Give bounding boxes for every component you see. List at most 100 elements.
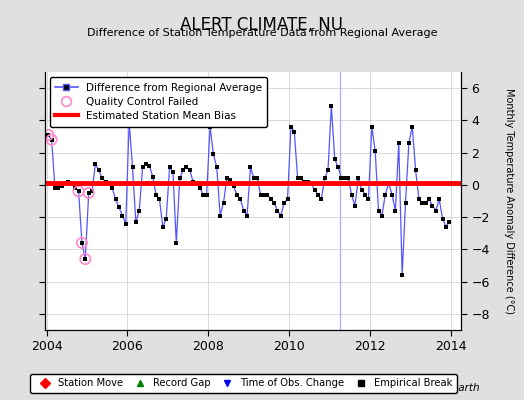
Point: [439, 216, 447, 222]
Point: [267, 196, 275, 202]
Point: [415, 196, 423, 202]
Point: [280, 200, 288, 206]
Point: [344, 175, 353, 182]
Point: [78, 240, 86, 246]
Point: [108, 185, 116, 191]
Point: [64, 178, 73, 185]
Point: [105, 180, 113, 186]
Point: [287, 124, 295, 130]
Point: [209, 151, 217, 158]
Point: [192, 180, 201, 186]
Legend: Difference from Regional Average, Quality Control Failed, Estimated Station Mean: Difference from Regional Average, Qualit…: [50, 77, 267, 127]
Point: [155, 196, 163, 202]
Point: [135, 208, 144, 214]
Point: [418, 200, 427, 206]
Point: [324, 167, 332, 174]
Point: [361, 191, 369, 198]
Point: [239, 208, 248, 214]
Point: [81, 256, 90, 262]
Point: [314, 191, 322, 198]
Point: [405, 140, 413, 146]
Point: [230, 183, 238, 190]
Point: [442, 224, 450, 230]
Point: [378, 212, 386, 219]
Point: [233, 191, 241, 198]
Point: [297, 175, 305, 182]
Point: [98, 175, 106, 182]
Point: [176, 175, 184, 182]
Point: [408, 124, 417, 130]
Point: [357, 186, 366, 193]
Point: [88, 188, 96, 194]
Point: [341, 175, 349, 182]
Point: [145, 162, 154, 169]
Point: [347, 191, 356, 198]
Point: [182, 164, 191, 170]
Point: [290, 128, 299, 135]
Point: [321, 175, 329, 182]
Point: [371, 148, 379, 154]
Point: [435, 196, 443, 202]
Point: [401, 200, 410, 206]
Point: [61, 180, 69, 186]
Point: [179, 167, 187, 174]
Point: [84, 190, 93, 196]
Point: [445, 219, 453, 225]
Point: [216, 212, 224, 219]
Point: [142, 161, 150, 167]
Point: [236, 196, 245, 202]
Point: [122, 220, 130, 227]
Point: [395, 140, 403, 146]
Point: [172, 240, 180, 246]
Point: [425, 196, 433, 202]
Point: [125, 119, 133, 125]
Point: [132, 219, 140, 225]
Y-axis label: Monthly Temperature Anomaly Difference (°C): Monthly Temperature Anomaly Difference (…: [504, 88, 514, 314]
Point: [159, 224, 167, 230]
Point: [138, 164, 147, 170]
Point: [84, 190, 93, 196]
Point: [385, 180, 393, 186]
Point: [300, 178, 309, 185]
Point: [310, 186, 319, 193]
Point: [115, 204, 123, 211]
Point: [432, 208, 440, 214]
Point: [128, 164, 137, 170]
Point: [118, 212, 127, 219]
Point: [411, 167, 420, 174]
Point: [351, 203, 359, 209]
Point: [388, 191, 396, 198]
Point: [398, 272, 406, 278]
Point: [253, 175, 261, 182]
Point: [169, 169, 177, 175]
Point: [293, 175, 302, 182]
Point: [48, 136, 56, 143]
Point: [256, 191, 265, 198]
Point: [391, 208, 400, 214]
Point: [185, 167, 194, 174]
Point: [152, 191, 160, 198]
Point: [260, 191, 268, 198]
Point: [243, 212, 252, 219]
Point: [148, 174, 157, 180]
Point: [91, 161, 100, 167]
Point: [71, 185, 80, 191]
Point: [277, 212, 285, 219]
Text: Berkeley Earth: Berkeley Earth: [403, 383, 479, 393]
Point: [381, 191, 389, 198]
Point: [303, 178, 312, 185]
Point: [428, 203, 436, 209]
Point: [162, 216, 170, 222]
Point: [421, 200, 430, 206]
Point: [81, 256, 90, 262]
Point: [44, 132, 52, 138]
Point: [196, 185, 204, 191]
Point: [206, 124, 214, 130]
Point: [44, 132, 52, 138]
Point: [307, 180, 315, 186]
Point: [283, 196, 292, 202]
Point: [273, 208, 281, 214]
Point: [364, 196, 373, 202]
Point: [58, 183, 66, 190]
Point: [95, 167, 103, 174]
